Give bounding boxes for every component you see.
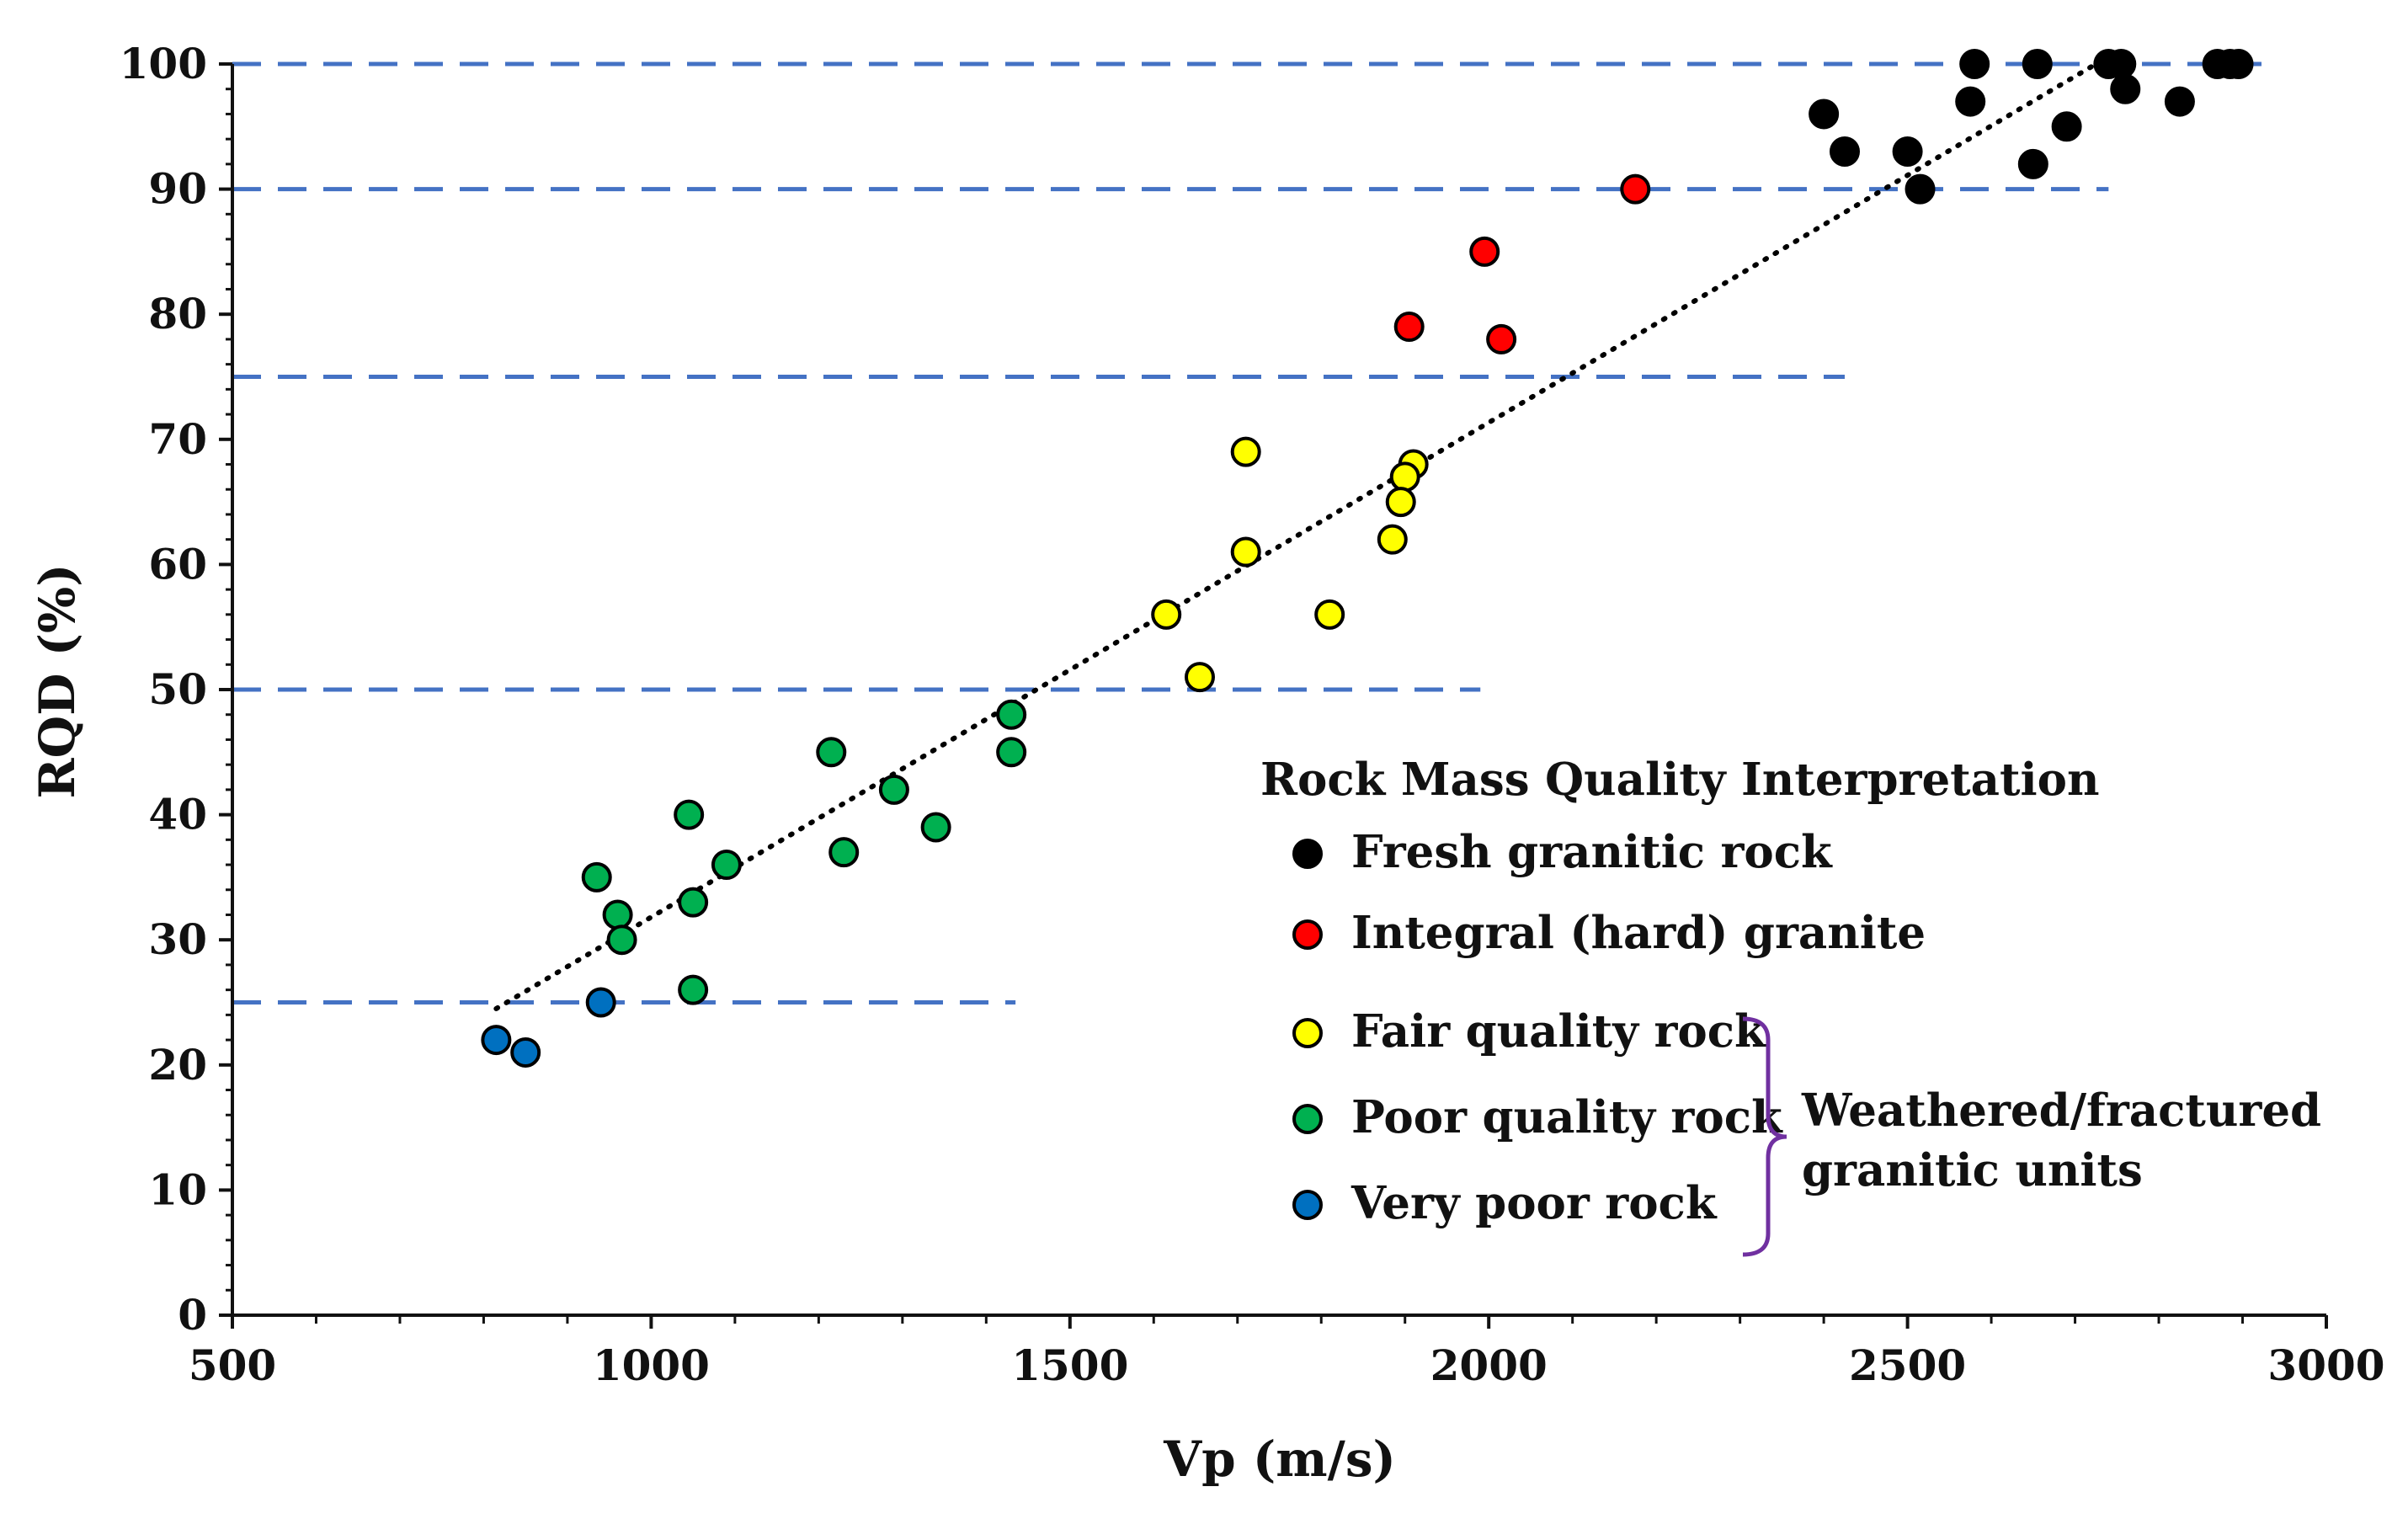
- data-point-fresh-granitic-rock: [2110, 73, 2141, 104]
- legend-marker-fresh-granitic-rock: [1292, 839, 1323, 869]
- x-tick-label: 2500: [1849, 1340, 1966, 1390]
- legend-label-poor-quality-rock: Poor quality rock: [1351, 1091, 1783, 1143]
- legend-label-integral-hard-granite: Integral (hard) granite: [1351, 907, 1926, 959]
- data-point-fresh-granitic-rock: [2017, 148, 2048, 179]
- y-tick-label: 80: [148, 289, 207, 338]
- data-point-poor-quality-rock: [920, 812, 951, 843]
- data-point-integral-hard-granite: [1393, 312, 1425, 343]
- data-point-fair-quality-rock: [1230, 436, 1261, 467]
- y-tick-label: 20: [148, 1040, 207, 1090]
- data-point-poor-quality-rock: [678, 887, 709, 918]
- x-tick-label: 1000: [593, 1340, 710, 1390]
- x-axis-title: Vp (m/s): [1163, 1431, 1396, 1488]
- data-point-poor-quality-rock: [678, 974, 709, 1005]
- data-point-fresh-granitic-rock: [2223, 49, 2254, 79]
- legend-marker-very-poor-rock: [1292, 1190, 1323, 1220]
- data-point-fresh-granitic-rock: [2022, 49, 2053, 79]
- data-point-poor-quality-rock: [996, 699, 1027, 730]
- data-point-poor-quality-rock: [996, 737, 1027, 768]
- legend: Rock Mass Quality Interpretation Fresh g…: [1260, 754, 2321, 1257]
- y-tick-label: 50: [148, 664, 207, 714]
- trendline-layer: [493, 61, 2099, 1011]
- trendline: [493, 61, 2099, 1011]
- data-point-fresh-granitic-rock: [1905, 173, 1936, 205]
- data-point-fair-quality-rock: [1184, 662, 1215, 693]
- legend-title: Rock Mass Quality Interpretation: [1260, 754, 2100, 806]
- data-point-fresh-granitic-rock: [2051, 111, 2082, 142]
- y-tick-label: 70: [148, 414, 207, 464]
- data-point-fair-quality-rock: [1385, 487, 1416, 518]
- x-tick-label: 500: [189, 1340, 276, 1390]
- legend-label-fair-quality-rock: Fair quality rock: [1351, 1005, 1766, 1058]
- x-tick-label: 3000: [2267, 1340, 2384, 1390]
- data-point-fair-quality-rock: [1377, 524, 1408, 555]
- bracket-label-line2: granitic units: [1802, 1144, 2143, 1196]
- x-tick-label: 2000: [1430, 1340, 1548, 1390]
- data-point-very-poor-rock: [510, 1036, 541, 1068]
- data-point-poor-quality-rock: [606, 925, 637, 956]
- y-tick-label: 60: [148, 539, 207, 589]
- data-point-fair-quality-rock: [1230, 536, 1261, 568]
- y-tick-label: 30: [148, 914, 207, 964]
- bracket-label-line1: Weathered/fractured: [1801, 1084, 2321, 1137]
- data-point-fresh-granitic-rock: [2106, 49, 2137, 79]
- axis-ticks: 0 10 20 30 40 50 60 70 80 90 100 500 1000 1500 2000 250…: [120, 39, 2385, 1390]
- data-point-fresh-granitic-rock: [1955, 86, 1986, 117]
- y-tick-label: 100: [120, 39, 207, 88]
- x-tick-label: 1500: [1011, 1340, 1128, 1390]
- legend-marker-fair-quality-rock: [1292, 1018, 1323, 1048]
- data-point-fresh-granitic-rock: [1892, 136, 1923, 168]
- data-point-poor-quality-rock: [581, 861, 612, 893]
- data-point-fresh-granitic-rock: [2164, 86, 2195, 117]
- legend-label-fresh-granitic-rock: Fresh granitic rock: [1351, 826, 1833, 878]
- data-point-very-poor-rock: [585, 987, 616, 1018]
- data-point-poor-quality-rock: [711, 850, 742, 881]
- legend-marker-integral-hard-granite: [1292, 919, 1323, 950]
- legend-marker-poor-quality-rock: [1292, 1104, 1323, 1134]
- y-tick-label: 90: [148, 164, 207, 214]
- y-axis-title: RQD (%): [29, 563, 86, 798]
- y-tick-label: 10: [148, 1164, 207, 1214]
- data-point-fair-quality-rock: [1314, 599, 1345, 630]
- data-point-poor-quality-rock: [828, 837, 860, 868]
- data-point-fair-quality-rock: [1151, 599, 1182, 630]
- legend-label-very-poor-rock: Very poor rock: [1350, 1177, 1718, 1229]
- data-point-very-poor-rock: [481, 1025, 512, 1056]
- data-point-poor-quality-rock: [878, 774, 909, 805]
- legend-bracket: [1742, 1016, 1787, 1257]
- data-point-fresh-granitic-rock: [1809, 99, 1840, 130]
- data-point-fresh-granitic-rock: [1829, 136, 1860, 168]
- data-point-fair-quality-rock: [1389, 461, 1420, 493]
- data-point-integral-hard-granite: [1469, 236, 1500, 267]
- data-point-poor-quality-rock: [816, 737, 847, 768]
- data-point-poor-quality-rock: [674, 799, 705, 830]
- data-point-integral-hard-granite: [1486, 323, 1517, 354]
- data-point-poor-quality-rock: [602, 899, 633, 930]
- y-tick-label: 40: [148, 790, 207, 839]
- data-points: [481, 49, 2254, 1068]
- threshold-lines: [232, 61, 2277, 1004]
- y-tick-label: 0: [178, 1290, 207, 1340]
- data-point-integral-hard-granite: [1620, 173, 1651, 205]
- data-point-fresh-granitic-rock: [1959, 49, 1990, 79]
- legend-items: Fresh granitic rock Integral (hard) grani…: [1292, 826, 1926, 1229]
